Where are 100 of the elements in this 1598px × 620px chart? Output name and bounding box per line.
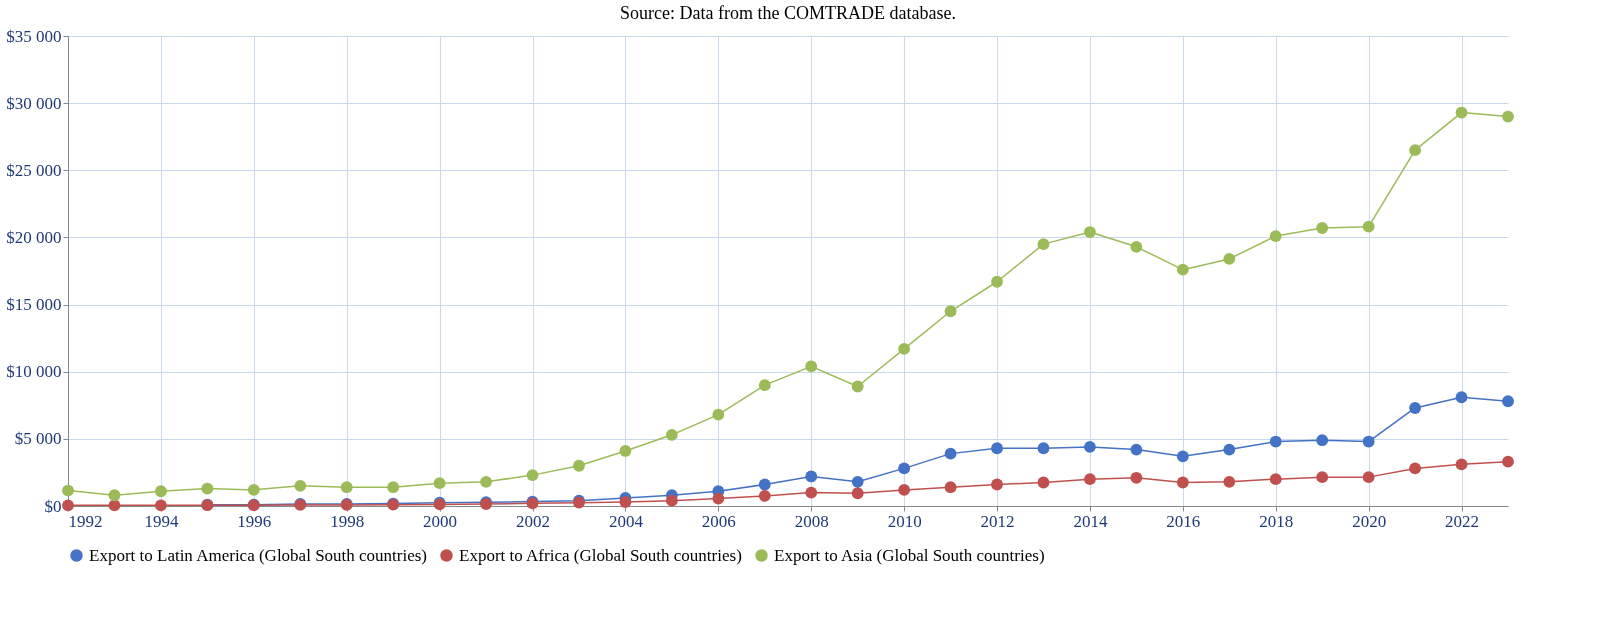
point (1037, 476, 1050, 489)
point (1223, 475, 1236, 488)
point (1176, 263, 1189, 276)
x-tick-label: 2022 (1445, 511, 1480, 531)
x-tick-label: 1996 (237, 511, 272, 531)
point (712, 492, 725, 505)
point (758, 379, 771, 392)
point (1409, 144, 1422, 157)
point (154, 485, 167, 498)
point (1362, 220, 1375, 233)
point (62, 484, 74, 497)
point (1084, 441, 1096, 453)
point (1130, 443, 1143, 456)
x-tick-label: 2020 (1352, 511, 1387, 531)
point (1502, 455, 1514, 468)
point (1409, 462, 1422, 475)
point (1502, 395, 1514, 408)
legend-label: Export to Asia (Global South countries) (774, 545, 1045, 565)
y-tick-label: $30 000 (6, 93, 62, 113)
y-tick-label: $5 000 (14, 429, 62, 449)
point (1176, 450, 1189, 463)
point (944, 481, 957, 494)
point (1084, 473, 1096, 486)
point (480, 475, 492, 488)
x-tick-label: 2008 (794, 511, 829, 531)
point (62, 499, 74, 512)
point (294, 479, 307, 492)
point (1130, 471, 1143, 484)
point (573, 459, 585, 472)
point (805, 470, 818, 483)
x-tick-label: 2014 (1073, 511, 1108, 531)
point (758, 490, 771, 502)
point (1362, 435, 1375, 448)
point (1362, 471, 1375, 484)
point (1316, 434, 1329, 447)
point (387, 481, 400, 494)
point (805, 486, 818, 499)
point (1176, 476, 1189, 489)
x-tick-label: 2010 (887, 511, 922, 531)
y-tick-label: $15 000 (6, 295, 62, 315)
point (851, 380, 864, 393)
point (1269, 473, 1282, 486)
x-tick-label: 1994 (144, 511, 179, 531)
point (1316, 222, 1329, 234)
point (1455, 391, 1468, 404)
point (1269, 230, 1282, 242)
point (758, 478, 771, 491)
y-tick-label: $25 000 (6, 160, 62, 180)
x-tick-label: 2018 (1259, 511, 1294, 531)
point (433, 477, 446, 490)
point (340, 481, 353, 494)
x-tick-label: 2004 (608, 511, 644, 531)
point (1316, 471, 1329, 484)
y-tick-label: $35 000 (6, 26, 62, 46)
x-tick-label: 2002 (516, 511, 551, 531)
legend-label: Export to Latin America (Global South countries) (89, 545, 428, 565)
point (898, 342, 911, 355)
point (1502, 110, 1514, 123)
point (1037, 442, 1050, 455)
legend-label: Export to Africa (Global South countries) (459, 545, 742, 565)
point (108, 499, 121, 512)
point (1455, 106, 1468, 119)
x-tick-label: 2012 (980, 511, 1015, 531)
y-tick-label: $0 (44, 496, 62, 516)
point (1223, 253, 1236, 265)
x-tick-label: 2000 (423, 511, 458, 531)
point (944, 305, 957, 318)
point (665, 428, 678, 441)
source-note: Source: Data from the COMTRADE database. (620, 3, 956, 23)
x-tick-label: 1998 (330, 511, 365, 531)
point (1409, 402, 1422, 414)
point (108, 489, 121, 502)
y-tick-label: $20 000 (6, 227, 62, 247)
point (201, 482, 214, 495)
point (712, 408, 725, 421)
point (1037, 238, 1050, 251)
point (1223, 443, 1236, 456)
point (1455, 458, 1468, 471)
x-tick-label: 2006 (701, 511, 736, 531)
point (898, 483, 911, 496)
point (991, 275, 1003, 288)
point (805, 360, 818, 373)
point (154, 499, 167, 512)
point (898, 462, 911, 475)
point (526, 469, 539, 482)
point (1084, 226, 1096, 238)
point (1269, 435, 1282, 448)
point (247, 483, 260, 496)
point (1130, 240, 1143, 253)
point (619, 496, 632, 508)
point (991, 478, 1003, 491)
x-tick-label: 1992 (68, 511, 103, 531)
y-tick-label: $10 000 (6, 362, 62, 382)
point (665, 494, 678, 507)
point (619, 445, 632, 457)
point (851, 487, 864, 500)
x-tick-label: 2016 (1166, 511, 1201, 531)
point (851, 475, 864, 488)
point (991, 442, 1003, 455)
point (944, 447, 957, 460)
